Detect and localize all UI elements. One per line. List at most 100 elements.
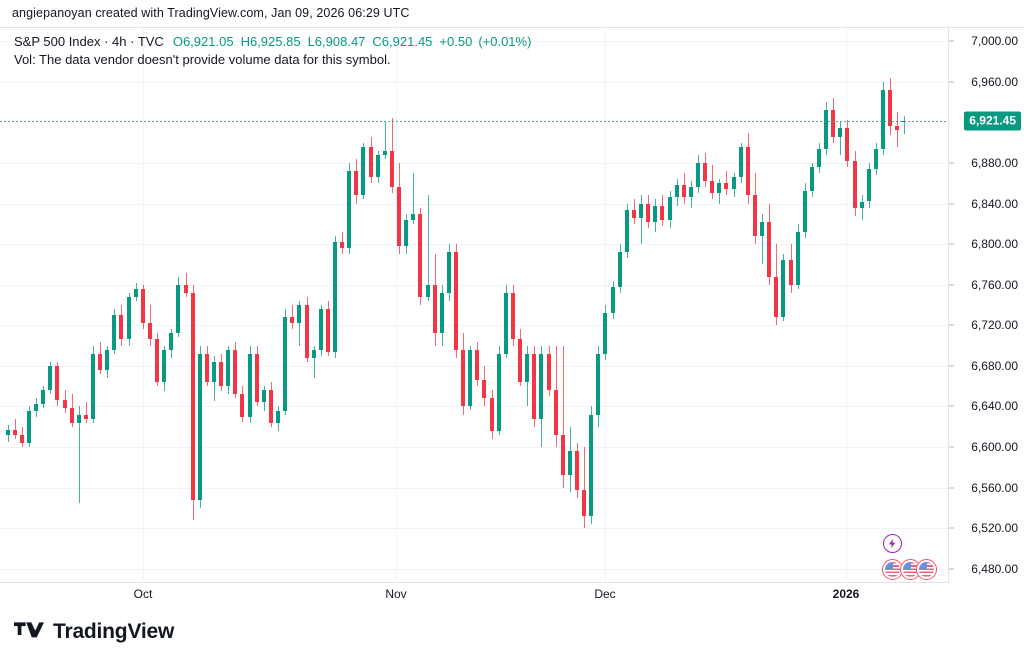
candle-body — [689, 187, 693, 198]
us-flag-marker-1[interactable] — [882, 559, 903, 580]
candle-body — [426, 284, 430, 297]
candle-body — [554, 390, 558, 435]
candle-body — [504, 292, 508, 354]
candle-wick — [299, 300, 300, 346]
us-flag-marker-3[interactable] — [916, 559, 937, 580]
time-axis-label: Dec — [594, 587, 616, 601]
attribution-text: angiepanoyan created with TradingView.co… — [12, 6, 410, 20]
candle-body — [724, 183, 728, 190]
candle-body — [475, 349, 479, 381]
candle-body — [767, 221, 771, 277]
candle-body — [433, 284, 437, 334]
us-flag-marker-2[interactable] — [900, 559, 921, 580]
candle-body — [319, 309, 323, 350]
candle-body — [589, 414, 593, 517]
candle-body — [746, 146, 750, 196]
gridline-horizontal — [0, 487, 948, 489]
price-axis-tick — [949, 81, 954, 83]
candle-body — [27, 410, 31, 443]
candle-body — [895, 126, 899, 131]
candle-body — [675, 185, 679, 198]
candle-body — [454, 252, 458, 350]
candle-wick — [86, 402, 87, 423]
lightning-icon — [888, 538, 896, 549]
candle-body — [817, 148, 821, 167]
candle-body — [119, 315, 123, 340]
gridline-horizontal — [0, 203, 948, 205]
candle-body — [532, 353, 536, 419]
candle-body — [760, 221, 764, 236]
candle-body — [34, 404, 38, 411]
price-axis-tick — [949, 405, 954, 407]
candle-body — [547, 353, 551, 391]
candle-body — [881, 89, 885, 149]
candle-body — [283, 317, 287, 411]
candle-body — [511, 292, 515, 340]
candle-body — [639, 203, 643, 218]
candle-body — [696, 162, 700, 188]
candle-body — [831, 110, 835, 137]
candle-body — [482, 380, 486, 399]
candle-body — [874, 148, 878, 170]
price-axis-label: 6,800.00 — [971, 237, 1018, 252]
price-axis-tick — [949, 162, 954, 164]
candle-body — [753, 195, 757, 236]
candle-body — [447, 252, 451, 293]
candle-body — [810, 167, 814, 192]
gridline-horizontal — [0, 284, 948, 286]
gridline-horizontal — [0, 325, 948, 327]
candle-body — [13, 429, 17, 435]
candle-body — [397, 187, 401, 247]
candle-body — [184, 284, 188, 293]
candle-body — [411, 213, 415, 220]
candle-body — [625, 209, 629, 253]
candle-wick — [413, 173, 414, 224]
time-axis[interactable]: Oct Nov Dec 2026 — [0, 583, 1024, 609]
tradingview-logo-text: TradingView — [53, 620, 175, 643]
candle-body — [63, 400, 67, 409]
price-axis-label: 6,960.00 — [971, 74, 1018, 89]
candle-body — [845, 128, 849, 161]
candle-body — [369, 146, 373, 178]
candle-body — [134, 288, 138, 297]
us-flag-icon — [919, 562, 934, 577]
gridline-horizontal — [0, 568, 948, 570]
candle-body — [468, 349, 472, 407]
candle-body — [84, 414, 88, 419]
candle-wick — [428, 195, 429, 301]
candle-body — [603, 313, 607, 354]
price-axis-tick — [949, 527, 954, 529]
candle-body — [305, 304, 309, 358]
candle-body — [269, 390, 273, 423]
candle-body — [710, 181, 714, 194]
tradingview-logo[interactable]: TradingView — [14, 621, 174, 642]
chart-pane[interactable] — [0, 28, 948, 583]
time-axis-label: Oct — [133, 587, 153, 601]
candle-body — [539, 353, 543, 419]
candle-body — [198, 353, 202, 500]
candle-body — [575, 451, 579, 490]
candle-body — [867, 169, 871, 202]
candle-body — [789, 260, 793, 285]
candle-body — [418, 213, 422, 297]
price-axis-tick — [949, 284, 954, 286]
time-axis-label: Nov — [385, 587, 407, 601]
gridline-horizontal — [0, 41, 948, 43]
candle-body — [568, 451, 572, 476]
candle-body — [127, 296, 131, 340]
current-price-tag: 6,921.45 — [964, 111, 1021, 131]
candle-body — [853, 160, 857, 208]
price-axis-label: 6,760.00 — [971, 277, 1018, 292]
price-axis-label: 6,520.00 — [971, 521, 1018, 536]
gridline-horizontal — [0, 447, 948, 449]
gridline-horizontal — [0, 244, 948, 246]
price-axis-label: 6,880.00 — [971, 155, 1018, 170]
tradingview-logo-icon — [14, 622, 44, 638]
economic-event-marker[interactable] — [883, 534, 902, 553]
candle-body — [518, 339, 522, 383]
price-axis[interactable]: 7,000.00 6,960.00 6,880.00 6,840.00 6,800.00… — [948, 28, 1024, 583]
candle-wick — [79, 406, 80, 503]
candle-body — [219, 361, 223, 387]
candle-body — [148, 323, 152, 340]
